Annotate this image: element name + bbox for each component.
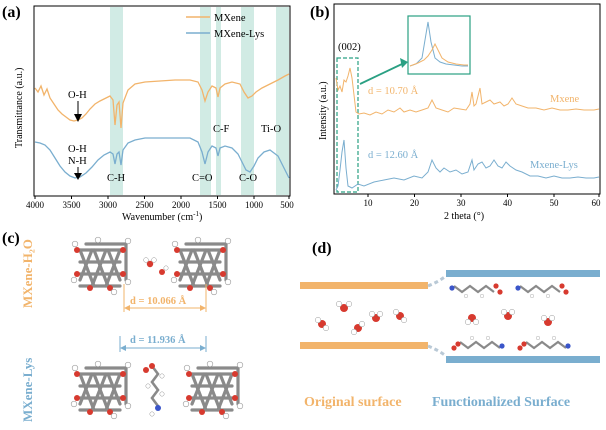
inset-arrow xyxy=(359,63,403,85)
legend-mxene: MXene xyxy=(214,13,246,24)
inset-arrow-head xyxy=(400,58,408,68)
a-xtick-1000: 1000 xyxy=(245,200,264,210)
original-layer-top xyxy=(300,282,428,289)
d1-label: d = 10.066 Å xyxy=(130,295,187,307)
b-xtick-30: 30 xyxy=(457,198,467,208)
functionalized-layer-top xyxy=(446,270,600,277)
water-molecules-d xyxy=(314,300,556,336)
panel-b-ylabel: Intensity (a.u.) xyxy=(318,81,329,140)
panel-d-schematic: (d) Original surface Functionalized Surf… xyxy=(300,240,600,410)
band-co xyxy=(241,7,254,195)
a-xtick-4000: 4000 xyxy=(26,200,45,210)
b-xtick-40: 40 xyxy=(503,198,513,208)
ann-tio: Ti-O xyxy=(261,124,281,135)
panel-a-xlabel: Wavenumber (cm-1) xyxy=(122,210,202,222)
d-spacing-bot: d = 12.60 Å xyxy=(368,149,419,161)
panel-d-label: (d) xyxy=(312,240,332,257)
panel-c-structures: (c) MXene-H₂O MXene-Lys d = 10.066 Å d =… xyxy=(2,230,245,422)
ann-nh: N-H xyxy=(68,156,87,167)
caption-functionalized-surface: Functionalized Surface xyxy=(432,395,570,410)
ann-oh-top: O-H xyxy=(68,90,87,101)
band-ch xyxy=(110,7,123,195)
mxene-lattice-right-2 xyxy=(181,359,245,421)
ann-co-double: C=O xyxy=(192,173,213,184)
layer-connectors xyxy=(427,274,447,358)
peak-highlight-box xyxy=(336,57,359,193)
panel-a-ylabel: Transmittance (a.u.) xyxy=(14,68,25,148)
ann-ch: C-H xyxy=(107,173,126,184)
peak-label-002: (002) xyxy=(338,42,361,53)
panel-a-frame xyxy=(33,5,291,197)
mxene-lattice-left-2 xyxy=(69,359,133,421)
a-xtick-3500: 3500 xyxy=(63,200,82,210)
b-xtick-50: 50 xyxy=(550,198,560,208)
functionalized-layer-bot xyxy=(446,356,600,363)
b-xtick-60: 60 xyxy=(592,198,602,208)
band-cf xyxy=(216,7,221,195)
ann-oh-bot: O-H xyxy=(68,144,87,155)
panel-a-xticks xyxy=(34,196,290,199)
ann-cf: C-F xyxy=(213,124,230,135)
panel-b-xticks xyxy=(367,194,600,197)
panel-a-ftir: (a) Transmittance (a.u.) MXene MXene-Lys… xyxy=(2,4,294,222)
lysine-molecule xyxy=(143,363,165,417)
d-spacing-top: d = 10.70 Å xyxy=(368,85,419,97)
a-xtick-2000: 2000 xyxy=(172,200,191,210)
lysine-chains-top xyxy=(449,283,569,298)
panel-b-xrd: (b) Intensity (a.u.) (002) d = 10.70 Å d… xyxy=(310,3,602,222)
ann-co: C-O xyxy=(239,173,258,184)
mxene-lys-xrd-line xyxy=(335,139,600,191)
a-xtick-500: 500 xyxy=(280,200,294,210)
row-label-mxene-lys: MXene-Lys xyxy=(20,358,35,422)
b-xtick-20: 20 xyxy=(410,198,420,208)
mxene-lys-ftir-line xyxy=(34,137,290,179)
mxene-ftir-line xyxy=(34,73,290,129)
mxene-lattice-right-1 xyxy=(169,235,233,297)
mxene-lattice-left-1 xyxy=(69,235,133,297)
panel-b-xlabel: 2 theta (°) xyxy=(444,211,484,222)
panel-b-label: (b) xyxy=(310,4,330,21)
a-xtick-3000: 3000 xyxy=(99,200,118,210)
caption-original-surface: Original surface xyxy=(304,395,402,410)
band-tio xyxy=(276,7,289,195)
water-molecule-2 xyxy=(159,265,169,275)
panel-c-label: (c) xyxy=(2,230,20,247)
mxene-xrd-line xyxy=(335,67,600,116)
panel-a-label: (a) xyxy=(2,4,21,21)
d2-label: d = 11.936 Å xyxy=(130,334,186,346)
row-label-mxene-h2o: MXene-H₂O xyxy=(20,239,35,308)
series-label-mxene-lys: Mxene-Lys xyxy=(530,160,578,171)
panel-a-legend: MXene MXene-Lys xyxy=(186,13,264,40)
legend-mxene-lys: MXene-Lys xyxy=(214,29,264,40)
panel-b-frame xyxy=(333,3,601,195)
water-molecule-1 xyxy=(143,257,157,268)
xrd-inset xyxy=(407,15,471,75)
series-label-mxene: Mxene xyxy=(550,94,579,105)
b-xtick-10: 10 xyxy=(364,198,374,208)
arrow-oh-top-head xyxy=(74,114,82,122)
arrow-nh-head xyxy=(74,173,82,180)
lysine-chains-bottom xyxy=(451,335,571,351)
a-xtick-2500: 2500 xyxy=(136,200,155,210)
a-xtick-1500: 1500 xyxy=(209,200,228,210)
original-layer-bot xyxy=(300,342,428,349)
